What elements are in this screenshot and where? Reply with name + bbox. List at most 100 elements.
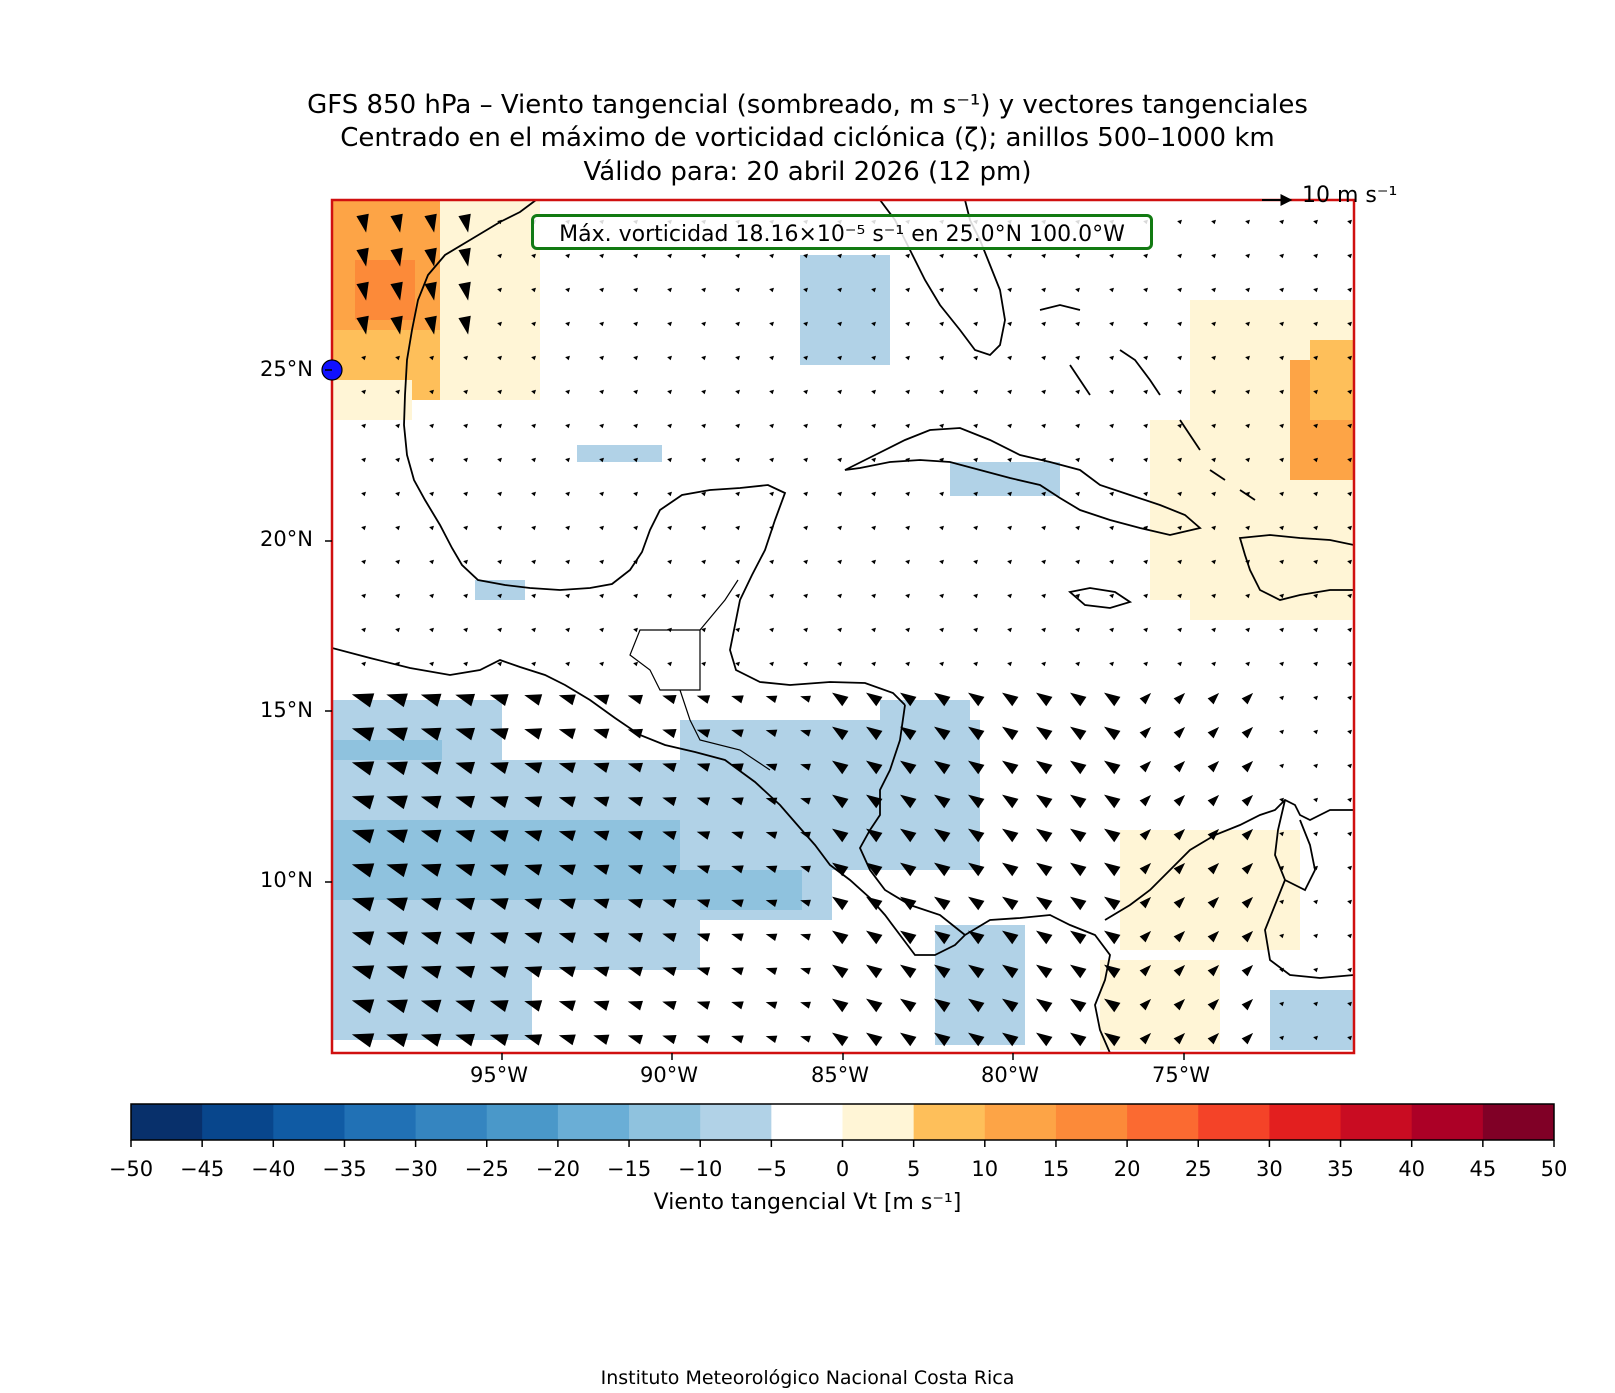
wind-vector	[800, 695, 811, 703]
wind-vector	[1279, 729, 1284, 735]
wind-vector	[599, 389, 604, 395]
wind-vector	[1211, 627, 1216, 633]
wind-vector	[1313, 525, 1318, 531]
wind-vector	[1211, 321, 1216, 327]
wind-vector	[1279, 661, 1284, 667]
wind-vector	[497, 661, 502, 667]
max-vorticity-annotation: Máx. vorticidad 18.16×10⁻⁵ s⁻¹ en 25.0°N…	[531, 214, 1153, 250]
wind-vector	[837, 627, 842, 633]
wind-vector	[524, 796, 543, 808]
wind-vector	[1177, 219, 1182, 225]
wind-vector	[1075, 525, 1080, 531]
wind-vector	[497, 423, 502, 429]
reference-vector-label: 10 m s⁻¹	[1302, 183, 1398, 208]
wind-vector	[1245, 219, 1250, 225]
wind-vector	[565, 389, 570, 395]
colorbar-bin	[984, 1104, 1057, 1140]
wind-vector	[1347, 321, 1352, 327]
wind-vector	[1109, 661, 1114, 667]
wind-vector	[1139, 828, 1152, 841]
wind-vector	[837, 457, 842, 463]
wind-vector	[939, 423, 944, 429]
wind-vector	[524, 762, 543, 774]
wind-vector	[1313, 423, 1318, 429]
wind-vector	[463, 593, 468, 599]
wind-vector	[420, 863, 442, 877]
wind-vector	[1075, 389, 1080, 395]
wind-vector	[458, 315, 471, 335]
wind-vector	[1347, 355, 1352, 361]
wind-vector	[395, 423, 400, 429]
colorbar-bin	[486, 1104, 559, 1140]
wind-vector	[1173, 692, 1186, 705]
wind-vector	[1002, 794, 1019, 809]
wind-vector	[565, 627, 570, 633]
wind-vector	[1041, 627, 1046, 633]
colorbar	[131, 1104, 1555, 1140]
wind-vector	[1173, 760, 1186, 773]
wind-vector	[1241, 692, 1254, 705]
wind-vector	[1007, 525, 1012, 531]
colorbar-tick-label: −25	[464, 1157, 509, 1181]
wind-vector	[769, 491, 774, 497]
wind-vector	[558, 728, 576, 740]
wind-vector	[837, 423, 842, 429]
wind-vector	[1347, 865, 1352, 871]
wind-vector	[420, 897, 442, 911]
wind-vector	[455, 795, 476, 809]
wind-vector	[1041, 423, 1046, 429]
wind-vector	[1104, 726, 1121, 741]
wind-vector	[1143, 491, 1148, 497]
wind-vector	[1207, 896, 1220, 909]
wind-vector	[731, 1035, 744, 1044]
wind-vector	[769, 627, 774, 633]
wind-vector	[1313, 831, 1318, 837]
wind-vector	[1007, 355, 1012, 361]
wind-vector	[395, 491, 400, 497]
wind-vector	[1177, 491, 1182, 497]
wind-vector	[1241, 828, 1254, 841]
wind-vector	[390, 315, 403, 335]
wind-vector	[627, 1000, 643, 1011]
wind-vector	[837, 661, 842, 667]
wind-vector	[1313, 253, 1318, 259]
wind-vector	[463, 457, 468, 463]
wind-vector	[968, 828, 985, 843]
wind-vector	[633, 491, 638, 497]
wind-vector	[1211, 389, 1216, 395]
wind-vector	[1007, 491, 1012, 497]
wind-vector	[662, 967, 677, 977]
wind-vector	[837, 321, 842, 327]
wind-vector	[390, 281, 403, 301]
wind-vector	[696, 933, 711, 942]
wind-vector	[1070, 1032, 1087, 1047]
wind-vector	[489, 864, 509, 877]
colorbar-bin	[557, 1104, 630, 1140]
wind-vector	[1211, 219, 1216, 225]
wind-vector	[1279, 491, 1284, 497]
wind-vector	[934, 1032, 951, 1047]
wind-vector	[973, 457, 978, 463]
wind-vector	[524, 1000, 543, 1012]
wind-vector	[395, 389, 400, 395]
wind-vector	[905, 627, 910, 633]
wind-vector	[531, 593, 536, 599]
wind-vector	[361, 423, 366, 429]
wind-vector	[1109, 287, 1114, 293]
wind-vector	[463, 661, 468, 667]
wind-vector	[765, 1035, 778, 1043]
wind-vector	[731, 797, 744, 806]
wind-vector	[934, 930, 951, 945]
wind-vector	[765, 967, 778, 975]
wind-vector	[386, 931, 408, 946]
wind-vector	[1041, 491, 1046, 497]
wind-vector	[866, 760, 883, 775]
wind-vector	[361, 389, 366, 395]
wind-vector	[361, 593, 366, 599]
wind-vector	[1347, 695, 1352, 701]
wind-vector	[701, 355, 706, 361]
wind-vector	[1104, 828, 1121, 843]
wind-vector	[633, 661, 638, 667]
wind-vector	[837, 355, 842, 361]
